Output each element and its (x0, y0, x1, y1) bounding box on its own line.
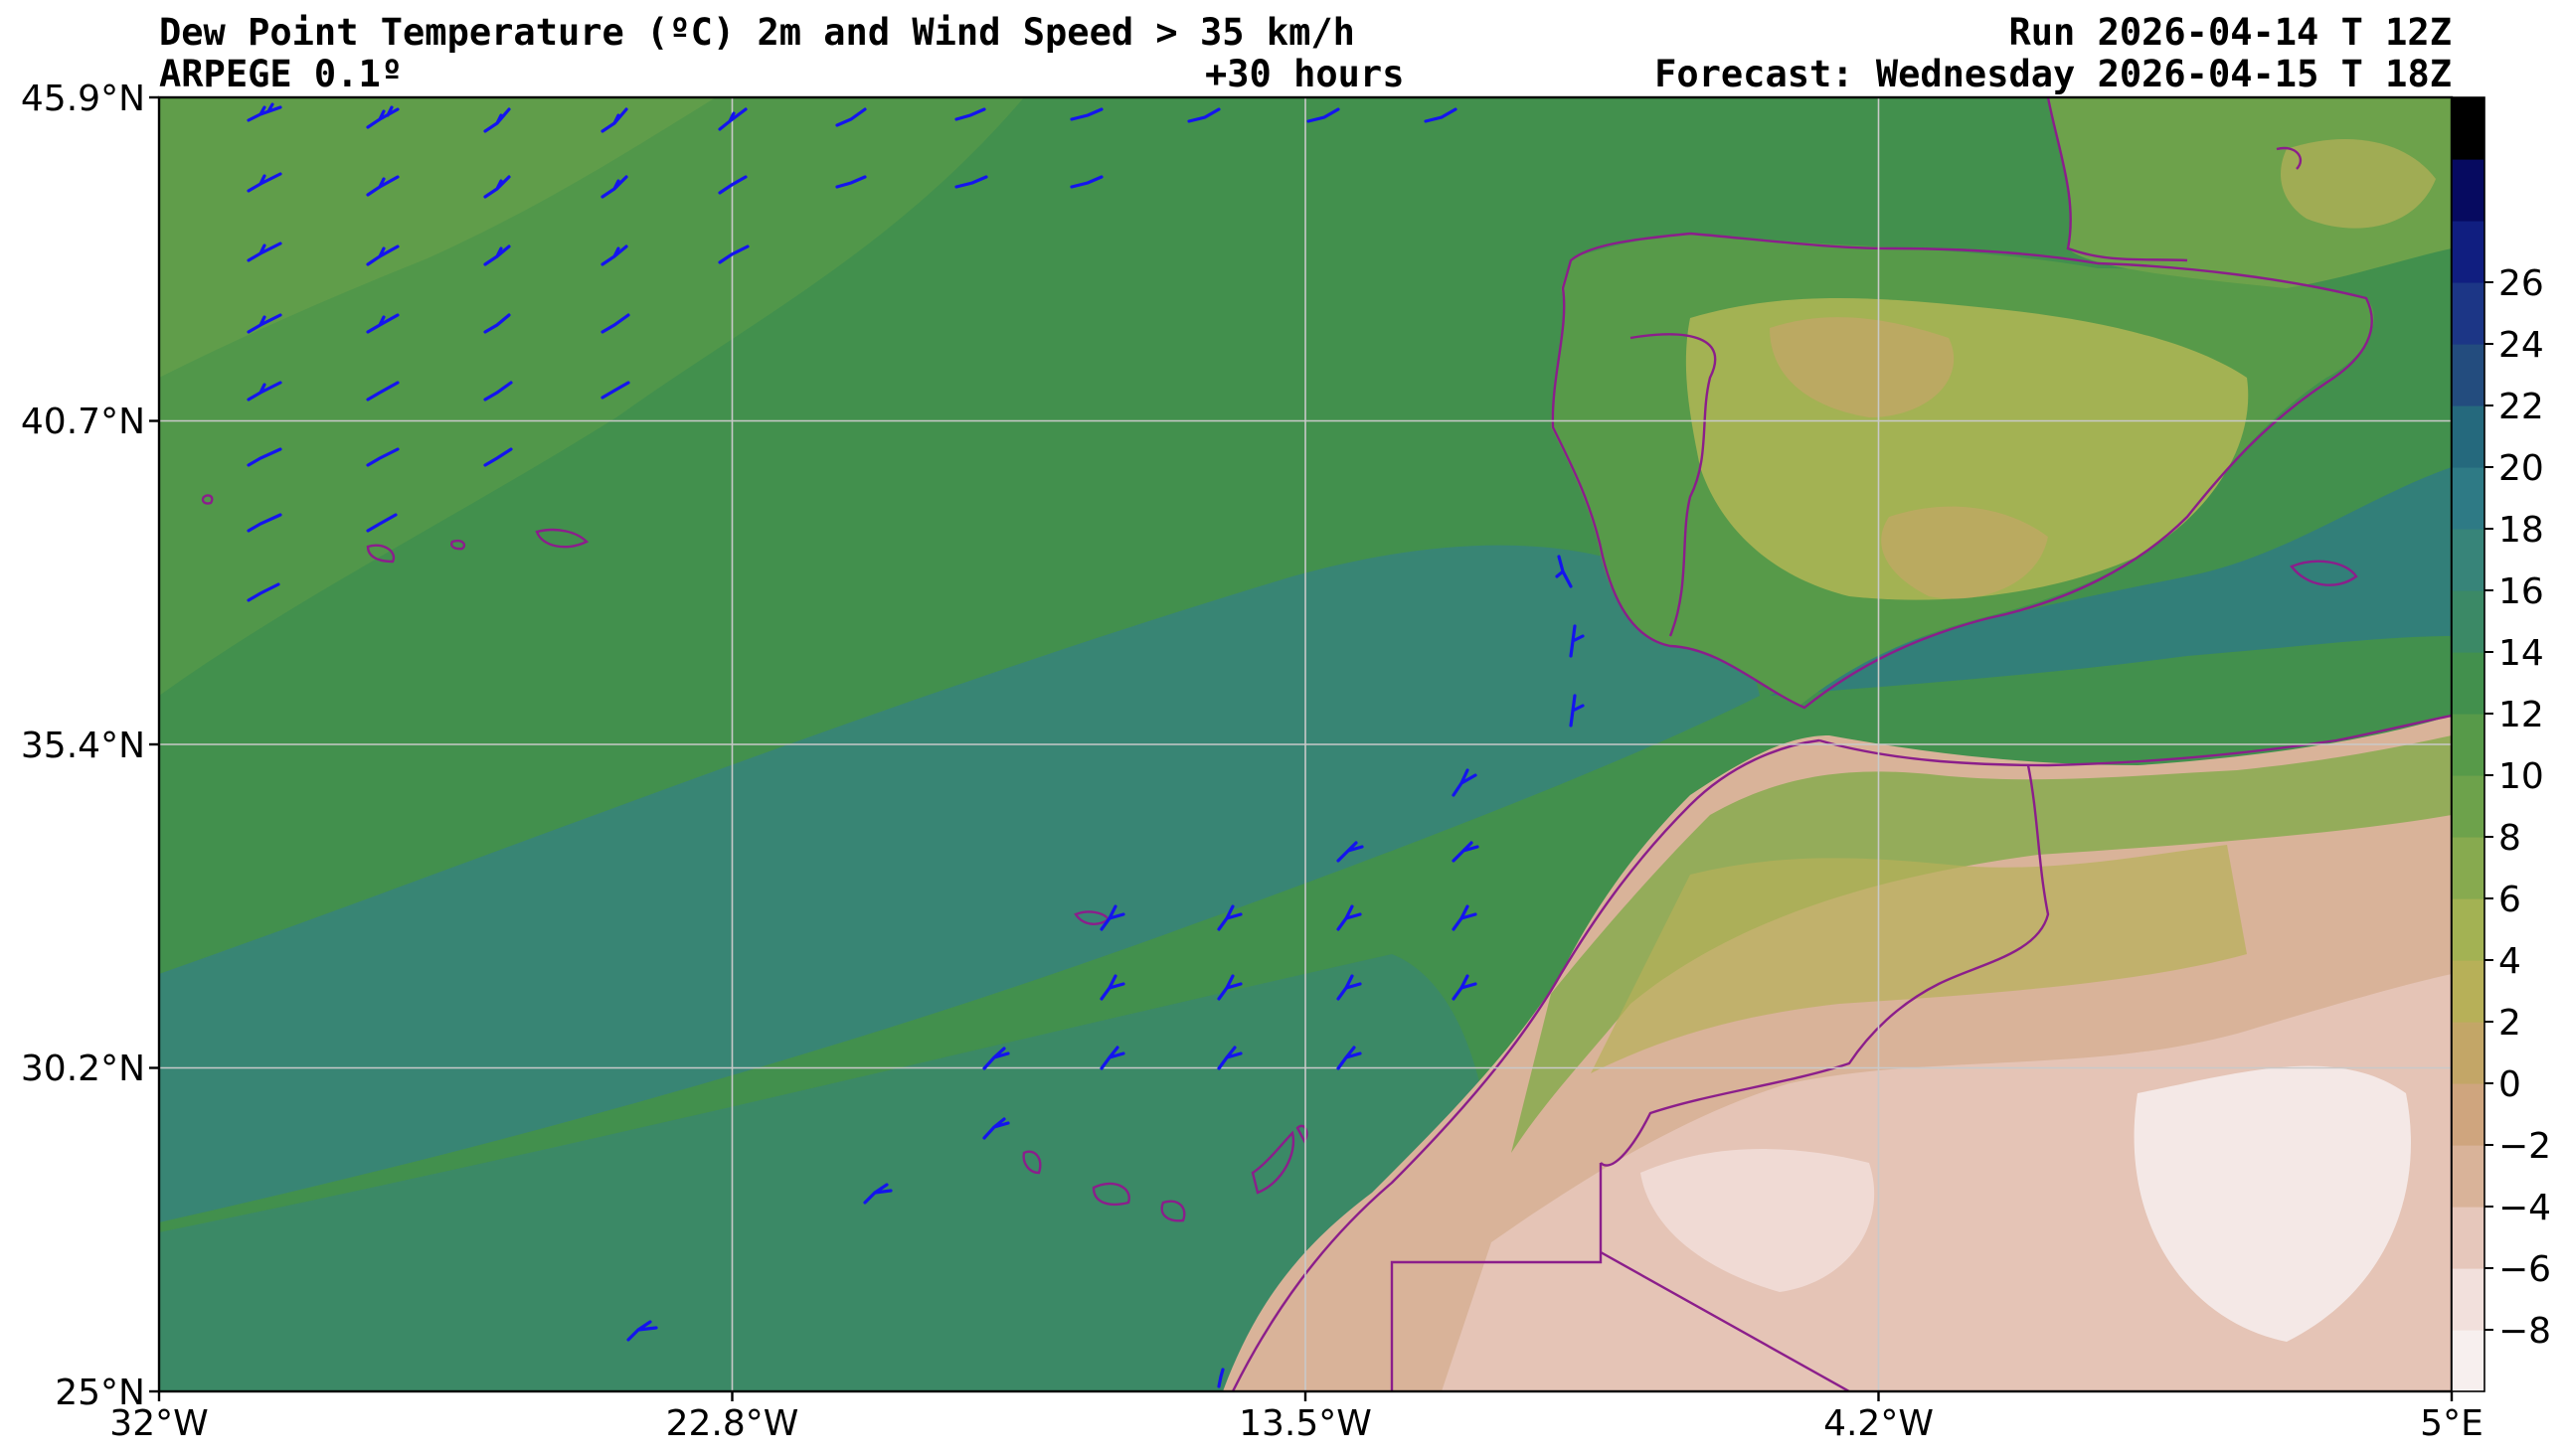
colorbar-tick-label: 18 (2498, 510, 2544, 551)
colorbar-segment (2452, 1268, 2484, 1331)
longitude-labels: 32°W 22.8°W 13.5°W 4.2°W 5°E (109, 1403, 2483, 1444)
azores-island-2 (366, 544, 396, 564)
atlas-humid-zone (1511, 735, 2452, 1153)
colorbar-segment (2452, 1145, 2484, 1208)
map-title: Dew Point Temperature (ºC) 2m and Wind S… (159, 11, 1355, 54)
lon-label: 5°E (2420, 1403, 2483, 1444)
colorbar-segment (2452, 837, 2484, 899)
run-time-label: Run 2026-04-14 T 12Z (2008, 11, 2452, 54)
lat-label: 45.9°N (21, 79, 145, 119)
canary-island-1 (1022, 1150, 1042, 1175)
africa-mediterranean-coast (1818, 714, 2452, 767)
mediterranean-sea (1770, 467, 2452, 696)
colorbar-tick-label: 2 (2498, 1003, 2521, 1044)
colorbar-segment (2452, 652, 2484, 715)
alps-dry-patch (2281, 139, 2436, 229)
colorbar-segment (2452, 159, 2484, 222)
canary-island-2 (1092, 1182, 1130, 1207)
colorbar-tick-label: −8 (2498, 1311, 2551, 1352)
latitude-labels: 45.9°N 40.7°N 35.4°N 30.2°N 25°N (21, 79, 145, 1413)
colorbar-segment (2452, 282, 2484, 345)
colorbar-tick-label: 26 (2498, 263, 2544, 304)
colorbar-tick-label: −4 (2498, 1188, 2551, 1228)
western-sahara-border (1390, 1163, 1603, 1391)
lead-time: +30 hours (1205, 53, 1405, 95)
lat-label: 40.7°N (21, 402, 145, 442)
colorbar-segment (2452, 960, 2484, 1023)
lat-label: 25°N (55, 1373, 145, 1413)
colorbar-segment (2452, 1330, 2484, 1392)
colorbar-tick-label: −6 (2498, 1249, 2551, 1290)
lat-label: 35.4°N (21, 726, 145, 766)
colorbar-tick-label: 6 (2498, 880, 2521, 920)
lon-label: 22.8°W (666, 1403, 799, 1444)
colorbar-tick-label: 14 (2498, 633, 2544, 674)
colorbar-tick-label: 8 (2498, 818, 2521, 859)
iberian-dry-patch (1770, 317, 1955, 417)
colorbar-segment (2452, 97, 2484, 160)
dry-airmass-core (159, 97, 716, 378)
colorbar-tick-label: 10 (2498, 756, 2544, 797)
azores-island-1 (535, 528, 590, 549)
wind-barb-nw-group (247, 102, 1457, 602)
canary-island-5 (1295, 1124, 1308, 1144)
subtropical-ocean (159, 954, 1498, 1391)
sahara-driest-zone (2134, 1065, 2411, 1342)
colorbar-segment (2452, 590, 2484, 653)
morocco-algeria-border (1600, 764, 2050, 1167)
colorbar-segment (2452, 775, 2484, 838)
wind-barbs (247, 102, 1585, 1388)
colorbar-tick-label: 16 (2498, 571, 2544, 612)
mauritania-border (1600, 1250, 1850, 1391)
colorbar-segment (2452, 221, 2484, 283)
colorbar-tick-label: 12 (2498, 695, 2544, 735)
azores-island-4 (201, 494, 214, 505)
atlas-mountains (1591, 845, 2247, 1073)
moist-band (159, 545, 1760, 1222)
lon-label: 4.2°W (1823, 1403, 1934, 1444)
azores-island-3 (450, 540, 466, 551)
colorbar-segment (2452, 405, 2484, 468)
lon-label: 13.5°W (1239, 1403, 1372, 1444)
sierra-dry-patch (1881, 506, 2048, 599)
colorbar-tick-label: −2 (2498, 1126, 2551, 1167)
sahara-dry-patch (1640, 1149, 1875, 1292)
canary-island-4 (1251, 1130, 1295, 1195)
france-east-border (2276, 146, 2303, 170)
iberia-coastline (1551, 232, 2373, 710)
canary-island-3 (1160, 1200, 1186, 1222)
lon-label: 32°W (109, 1403, 208, 1444)
axis-ticks (149, 95, 2454, 1401)
colorbar-segment (2452, 1083, 2484, 1146)
model-name: ARPEGE 0.1º (159, 53, 404, 95)
colorbar-segment (2452, 529, 2484, 591)
africa-atlantic-coast (1231, 738, 1820, 1391)
colorbar-segment (2452, 467, 2484, 530)
balearic-islands (2290, 560, 2358, 586)
forecast-time-label: Forecast: Wednesday 2026-04-15 T 18Z (1654, 53, 2452, 95)
france-spain-border (2046, 97, 2188, 262)
colorbar-segment (2452, 1207, 2484, 1269)
colorbar-segments (2452, 97, 2484, 1392)
graticule (159, 97, 2452, 1391)
colorbar-tick-label: 20 (2498, 448, 2544, 489)
portugal-border (1629, 333, 1717, 637)
colorbar-segment (2452, 1022, 2484, 1084)
colorbar-frame (2451, 96, 2485, 1392)
colorbar-segment (2452, 898, 2484, 961)
colorbar-tick-label: 4 (2498, 941, 2521, 982)
colorbar-tick-label: 0 (2498, 1064, 2521, 1105)
lat-label: 30.2°N (21, 1049, 145, 1089)
map-area[interactable] (159, 97, 2452, 1391)
wind-barb-south-group (626, 768, 1479, 1388)
colorbar-tick-label: 24 (2498, 325, 2544, 366)
colorbar-segment (2452, 714, 2484, 776)
borders (201, 97, 2452, 1391)
colorbar-segment (2452, 344, 2484, 406)
colorbar-tick-label: 22 (2498, 387, 2544, 427)
wind-barb-iberia-coast-group (1555, 555, 1585, 728)
